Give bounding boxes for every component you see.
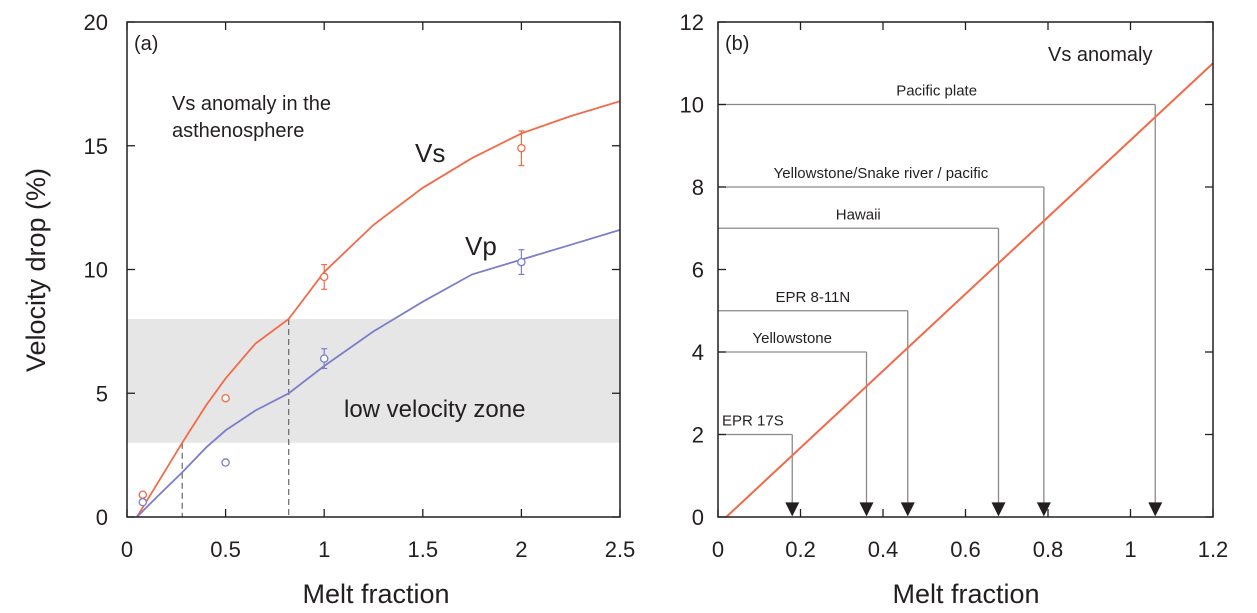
panel-a: 0 0.5 1 1.5 2 2.5 0 5 10 15 20 (a) Vs anomaly in t… [21, 10, 635, 609]
x-tick-label: 1.2 [1198, 537, 1229, 562]
panel-b-x-axis-title: Melt fraction [892, 579, 1039, 609]
x-tick-label: 2.5 [605, 537, 636, 562]
low-velocity-zone-label: low velocity zone [344, 396, 525, 423]
vp-data-point [138, 497, 148, 507]
y-tick-label: 10 [84, 258, 108, 283]
reference-label: Hawaii [836, 206, 881, 223]
x-tick-label: 0 [712, 537, 724, 562]
x-tick-label: 1 [1124, 537, 1136, 562]
reference-label: EPR 17S [722, 413, 784, 430]
vp-data-point [517, 257, 526, 267]
vp-curve [136, 229, 621, 518]
x-tick-label: 1.5 [408, 537, 439, 562]
panel-a-label: (a) [134, 33, 158, 55]
vs-curve [136, 100, 621, 518]
x-tick-label: 2 [515, 537, 527, 562]
y-tick-label: 4 [692, 340, 704, 365]
y-tick-label: 12 [680, 10, 704, 35]
vs-series-label: Vs [415, 138, 445, 168]
x-tick-label: 0.6 [950, 537, 981, 562]
reference-label: EPR 8-11N [775, 289, 850, 306]
vs-data-point [517, 143, 526, 153]
y-tick-label: 2 [692, 423, 704, 448]
panel-b: EPR 17S Yellowstone EPR 8-11N Hawaii Yellows… [680, 10, 1229, 609]
panel-a-annotation-line-1: Vs anomaly in the [172, 93, 331, 115]
x-tick-label: 0.4 [868, 537, 899, 562]
panel-b-annotation: Vs anomaly [1048, 44, 1153, 66]
y-tick-label: 0 [96, 505, 108, 530]
panel-a-annotation: Vs anomaly in the asthenosphere [172, 93, 337, 142]
y-tick-label: 15 [84, 134, 108, 159]
reference-label: Pacific plate [896, 83, 977, 100]
x-tick-label: 0 [121, 537, 133, 562]
x-tick-label: 1 [318, 537, 330, 562]
panel-a-y-axis-title: Velocity drop (%) [21, 168, 51, 372]
vp-data-point [221, 458, 230, 467]
y-tick-label: 0 [692, 505, 704, 530]
vs-data-point [221, 393, 230, 403]
y-tick-label: 10 [680, 93, 704, 118]
vs-data-point [319, 272, 329, 282]
y-tick-label: 8 [692, 175, 704, 200]
panel-b-label: (b) [725, 33, 749, 55]
reference-label: Yellowstone/Snake river / pacific [774, 165, 989, 182]
x-tick-label: 0.8 [1033, 537, 1064, 562]
vp-data-point [319, 354, 329, 363]
panel-a-annotation-line-2: asthenosphere [172, 120, 304, 142]
reference-label: Yellowstone [752, 330, 832, 347]
x-tick-label: 0.5 [210, 537, 241, 562]
x-tick-label: 0.2 [785, 537, 816, 562]
y-tick-label: 20 [84, 10, 108, 35]
vp-series-label: Vp [465, 231, 497, 261]
y-tick-label: 5 [96, 381, 108, 406]
low-velocity-zone-band [127, 319, 620, 443]
panel-a-x-axis-title: Melt fraction [302, 579, 449, 609]
vs-anomaly-line [725, 62, 1214, 518]
vs-data-point [138, 490, 148, 499]
panel-a-plot-area: 0 0.5 1 1.5 2 2.5 0 5 10 15 20 [84, 10, 636, 562]
y-tick-label: 6 [692, 258, 704, 283]
panel-b-plot-area: EPR 17S Yellowstone EPR 8-11N Hawaii Yellows… [680, 10, 1229, 562]
